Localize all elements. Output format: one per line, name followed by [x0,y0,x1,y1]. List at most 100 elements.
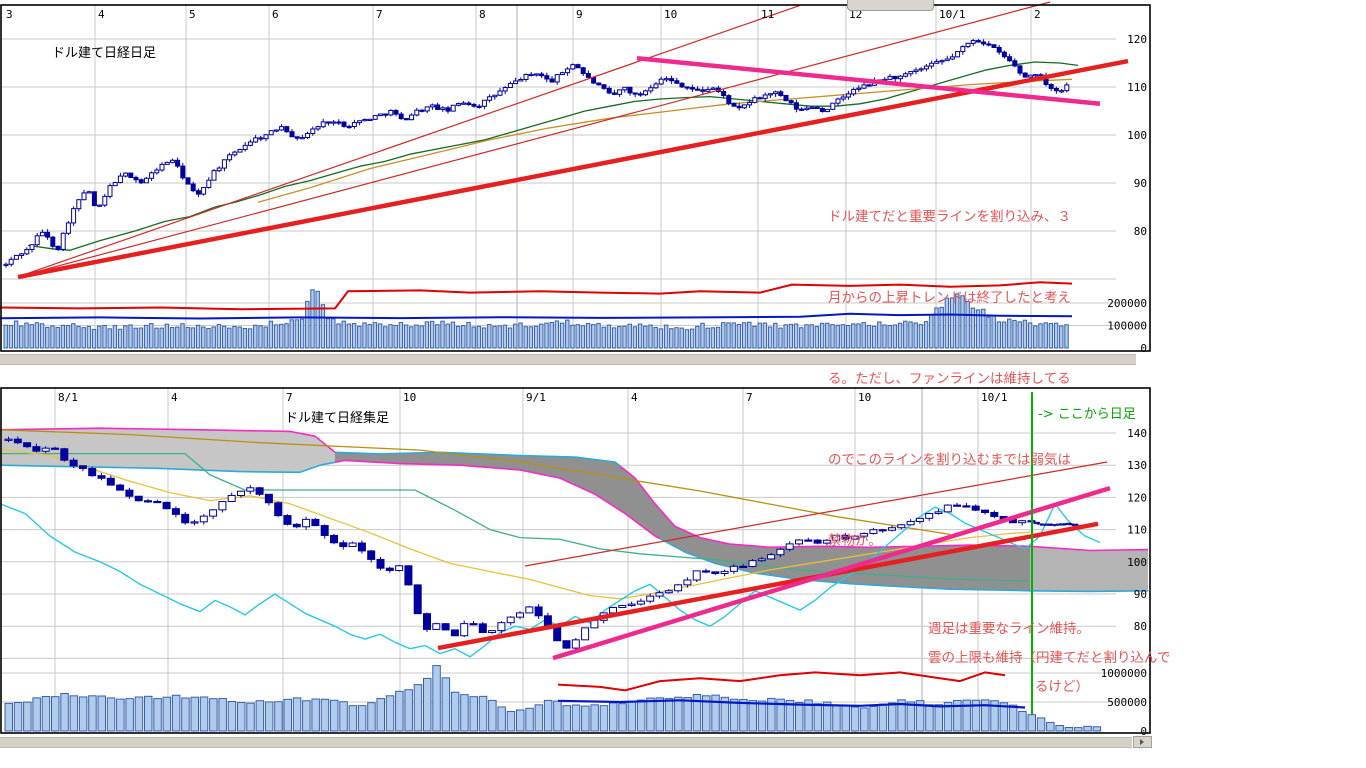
volume-bar [41,695,51,732]
candle [861,84,867,89]
volume-bar [513,323,518,349]
candle [1022,72,1028,78]
volume-bar [424,321,430,349]
volume-bar [788,323,794,349]
volume-bar [1043,322,1048,349]
candle [544,75,550,80]
candle [1064,84,1070,92]
chart2-hscrollbar[interactable] [0,737,1132,748]
candle [721,91,727,97]
candle [835,98,841,104]
candle [653,83,659,89]
volume-bar [414,324,419,349]
volume-bar [292,697,302,732]
candle [819,107,825,113]
volume-bar [646,697,655,732]
volume-bar [88,695,97,732]
candle [581,627,590,641]
candle [949,56,955,60]
candle [559,72,565,76]
candle [663,78,669,81]
candle [679,82,685,88]
volume-bar [814,326,820,349]
volume-bar [60,693,69,732]
volume-bar [506,711,516,732]
y-tick-label: 100 [1127,556,1147,569]
candle [636,600,645,605]
x-tick-label: 9/1 [526,391,546,404]
candle [762,94,768,99]
ma-green [27,61,1079,251]
volume-bar [888,702,897,732]
candle [133,176,139,181]
volume-bar [76,325,81,349]
candle [736,105,742,109]
volume-bar [237,326,242,349]
x-tick-label: 7 [746,391,753,404]
volume-bar [663,324,669,349]
y-tick-label: 140 [1127,427,1147,440]
volume-bar [934,307,939,349]
volume-bar [720,696,730,732]
x-tick-label: 5 [189,8,196,21]
candle [263,134,269,140]
volume-bar [128,324,133,349]
candle [201,186,207,195]
candle [29,244,35,250]
volume-bar [539,323,544,349]
candle [279,126,285,131]
volume-bar [162,696,172,732]
volume-bar [762,322,768,349]
candle [506,616,515,624]
candle [51,447,59,450]
volume-bar [185,326,190,349]
candle [726,95,732,104]
x-tick-label: 10 [858,391,871,404]
candle [1053,87,1059,92]
candle [450,104,456,112]
candle [1018,520,1027,524]
volume-bar [86,325,92,349]
candle [1007,56,1013,62]
candle [97,204,103,207]
candle [134,495,143,502]
candle [149,172,155,179]
volume-bar [264,701,274,732]
candle [253,137,259,143]
candle [116,484,125,491]
volume-bar [664,698,674,732]
candle [227,494,236,503]
volume-bar [320,304,326,349]
volume-bar [970,307,976,349]
volume-bar [190,696,199,732]
volume-bar [1038,323,1043,349]
volume-bar [783,324,788,349]
volume-bar [543,699,553,732]
candle [128,172,134,178]
chart1-hscrollbar[interactable] [0,354,1136,365]
volume-bar [553,700,562,732]
candle [102,195,108,206]
volume-bar [1064,726,1074,732]
chart2-annotation-line: 雲の上限も維持（円建てだと割り込んで [928,650,1171,666]
volume-bar [832,704,841,732]
candle [1046,523,1050,526]
scrollbar-right-arrow-button[interactable] [1133,736,1152,748]
candle [153,500,162,504]
volume-bar [1036,717,1046,732]
candle [409,114,415,121]
volume-bar [263,326,268,349]
volume-bar [562,705,571,732]
volume-bar [116,698,125,732]
x-tick-label: 10 [664,8,677,21]
volume-bar [376,698,385,732]
volume-bar [799,327,804,349]
candle [1033,74,1039,77]
volume-bar [481,327,487,349]
candle [86,191,92,194]
volume-bar [242,327,248,349]
candle [232,151,238,156]
candle [413,584,422,615]
candle [32,446,41,452]
